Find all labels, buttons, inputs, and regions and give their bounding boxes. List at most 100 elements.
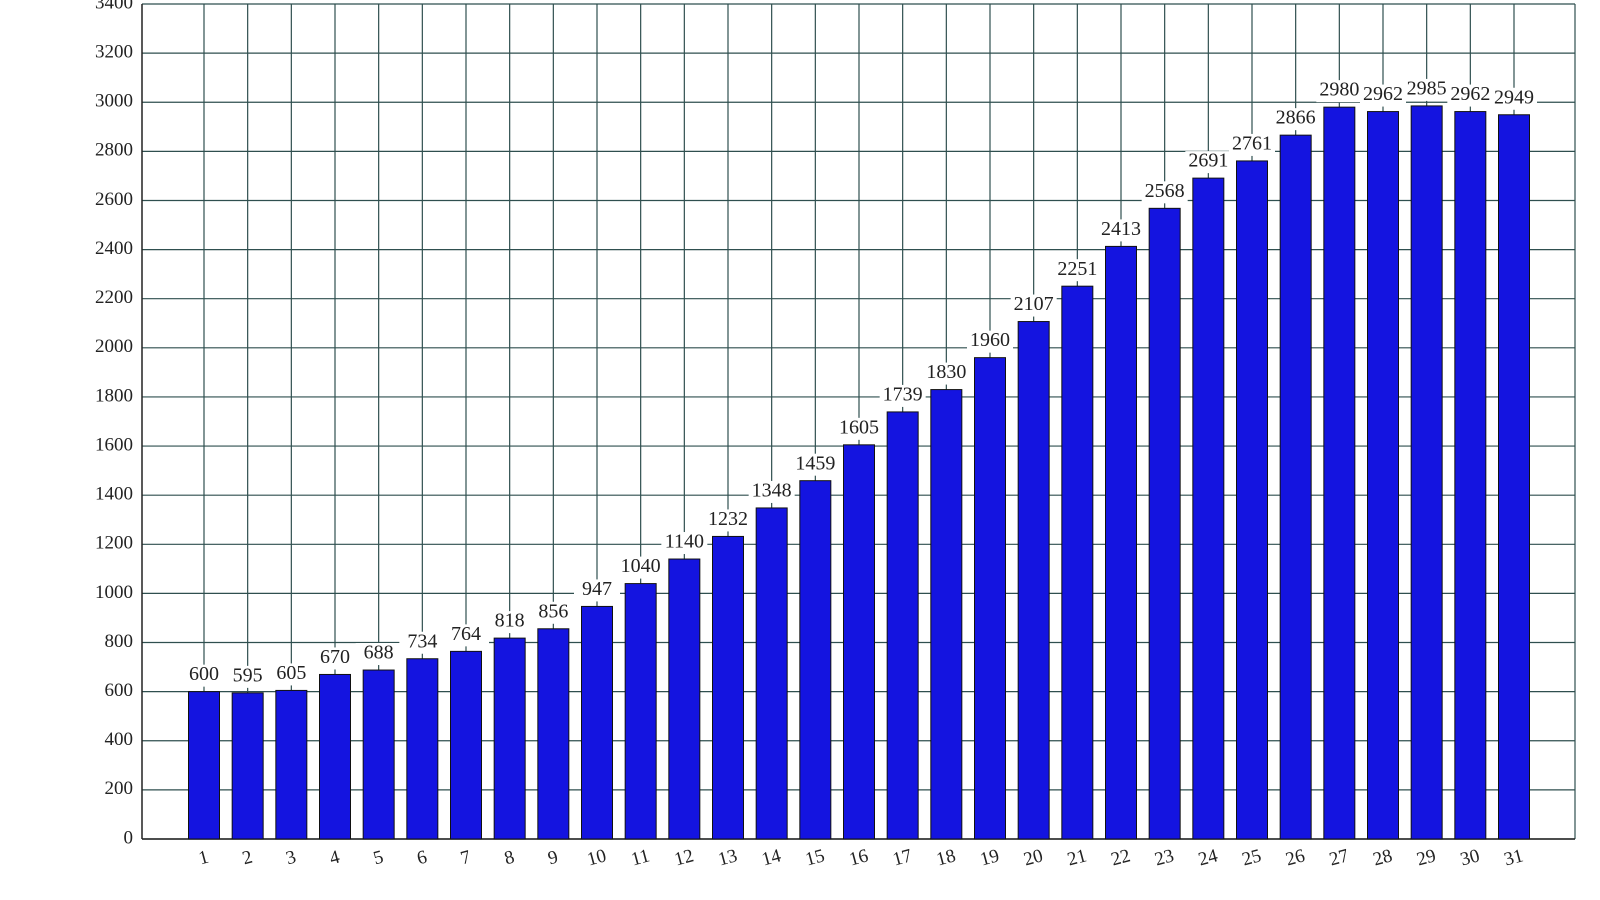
- x-tick-label: 4: [327, 846, 342, 869]
- value-label: 947: [582, 578, 612, 600]
- value-label: 1830: [926, 361, 966, 383]
- value-label: 688: [364, 642, 394, 664]
- bar: [493, 637, 526, 840]
- x-tick-label: 6: [415, 847, 430, 870]
- x-tick-label: 20: [1021, 845, 1045, 870]
- x-tick-label: 23: [1152, 845, 1176, 870]
- x-tick-label: 27: [1327, 845, 1351, 870]
- x-tick-label: 16: [847, 845, 871, 870]
- value-label-bg: [617, 556, 664, 579]
- bar: [1105, 245, 1137, 840]
- bar: [1498, 114, 1530, 840]
- bar: [188, 691, 220, 840]
- bar: [1323, 106, 1356, 840]
- x-tick-label: 19: [978, 845, 1002, 870]
- value-label-bg: [181, 664, 227, 687]
- x-tick-label: 21: [1065, 845, 1089, 870]
- value-label-bg: [574, 579, 620, 602]
- bar: [1410, 105, 1443, 840]
- value-label: 600: [189, 663, 219, 685]
- value-label: 1232: [708, 508, 748, 530]
- y-tick-label: 2600: [95, 189, 133, 210]
- value-label: 2413: [1101, 218, 1141, 240]
- value-label: 595: [233, 664, 263, 686]
- y-tick-label: 3200: [95, 41, 133, 62]
- value-label: 2962: [1363, 83, 1403, 105]
- value-label-bg: [1185, 151, 1232, 174]
- bar: [1367, 111, 1399, 840]
- value-label-bg: [1447, 84, 1494, 107]
- value-label: 2107: [1014, 293, 1054, 315]
- value-label: 2866: [1276, 107, 1316, 129]
- value-label-bg: [879, 384, 926, 407]
- x-tick-label: 30: [1458, 845, 1482, 870]
- value-label-bg: [312, 647, 358, 670]
- y-tick-label: 1600: [95, 434, 133, 455]
- bar: [362, 669, 395, 840]
- y-tick-label: 3400: [95, 0, 133, 13]
- bar: [450, 650, 482, 840]
- y-tick-label: 2200: [95, 287, 133, 308]
- bar: [974, 357, 1006, 840]
- value-label-bg: [705, 509, 751, 532]
- y-tick-label: 1400: [95, 484, 133, 505]
- value-label: 734: [407, 630, 437, 652]
- x-tick-label: 10: [585, 845, 609, 870]
- value-label-bg: [1360, 84, 1406, 107]
- value-label: 856: [538, 600, 568, 622]
- bar: [231, 692, 264, 840]
- x-tick-label: 18: [934, 845, 958, 870]
- value-label-bg: [1054, 259, 1101, 282]
- value-label-bg: [530, 601, 577, 624]
- value-label: 670: [320, 646, 350, 668]
- x-tick-label: 31: [1502, 845, 1526, 870]
- bar: [537, 628, 570, 840]
- bar: [1192, 177, 1225, 840]
- x-tick-label: 28: [1371, 845, 1395, 870]
- value-label-bg: [355, 643, 402, 666]
- bar: [406, 658, 439, 840]
- value-label: 2949: [1494, 86, 1534, 108]
- value-label: 1459: [795, 452, 835, 474]
- value-label: 818: [495, 610, 525, 632]
- x-tick-label: 3: [284, 847, 299, 870]
- y-tick-label: 1800: [95, 385, 133, 406]
- y-tick-label: 600: [105, 680, 134, 701]
- value-label-bg: [268, 663, 315, 686]
- x-tick-label: 9: [546, 847, 561, 870]
- bar: [1236, 160, 1268, 840]
- value-label-bg: [1491, 87, 1537, 110]
- x-tick-label: 17: [890, 845, 914, 870]
- x-tick-label: 15: [803, 845, 827, 870]
- value-label-bg: [748, 480, 795, 503]
- x-tick-label: 14: [759, 845, 783, 870]
- x-tick-label: 25: [1240, 845, 1264, 870]
- value-label-bg: [1098, 219, 1144, 242]
- y-tick-label: 800: [105, 631, 134, 652]
- y-tick-label: 1000: [95, 582, 133, 603]
- bar: [755, 507, 788, 840]
- y-tick-label: 0: [124, 827, 134, 848]
- bar: [275, 689, 308, 840]
- bar: [799, 480, 832, 840]
- value-label: 2962: [1450, 83, 1490, 105]
- bar: [1017, 321, 1050, 840]
- x-tick-label: 7: [458, 847, 473, 870]
- bar: [581, 605, 613, 840]
- value-label-bg: [399, 631, 446, 654]
- x-tick-label: 1: [196, 847, 211, 870]
- bar: [624, 583, 657, 840]
- bar: [843, 444, 875, 840]
- value-label-bg: [1272, 108, 1319, 131]
- bar: [1061, 285, 1094, 840]
- value-label-bg: [443, 624, 489, 647]
- y-tick-label: 400: [105, 729, 134, 750]
- x-tick-label: 8: [502, 847, 517, 870]
- value-label: 764: [451, 623, 481, 645]
- value-label-bg: [1141, 181, 1188, 204]
- value-label: 2761: [1232, 133, 1272, 155]
- value-label: 2691: [1188, 150, 1228, 172]
- value-label-bg: [486, 611, 533, 634]
- value-label: 2980: [1319, 79, 1359, 101]
